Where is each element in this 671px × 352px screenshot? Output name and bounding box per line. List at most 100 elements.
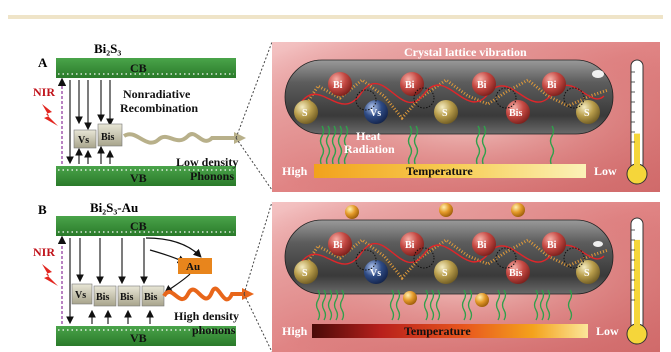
svg-text:Bis: Bis: [509, 108, 522, 119]
panel-a-bond-zigzag: [302, 78, 609, 121]
panel-b-temp-label: Temperature: [404, 324, 471, 338]
svg-text:S: S: [302, 108, 308, 119]
panel-b-phonon-line2: phonons: [192, 323, 236, 337]
panel-a-phonon-wave: [122, 132, 236, 145]
panel-b-phonon-arrowhead: [242, 288, 254, 300]
panel-a-valence-band: VB: [56, 166, 236, 186]
panel-b-vs-label: Vs: [75, 290, 86, 301]
panel-b-vb-label: VB: [130, 331, 147, 345]
atom-s: [576, 100, 600, 124]
panel-a-transition-arrows: [66, 80, 114, 165]
atom-s: [434, 260, 458, 284]
panel-a-material: Bi₂S₃: [94, 41, 121, 56]
panel-b-vibration-rings: [355, 247, 585, 271]
panel-a-temperature-bar: [314, 164, 586, 178]
panel-a-process-line1: Nonradiative: [123, 87, 191, 101]
svg-text:Bi: Bi: [547, 80, 557, 91]
panel-b-defect-bis-2: Bis: [117, 285, 141, 307]
atom-bi: [328, 232, 352, 256]
panel-a-cb-label: CB: [130, 61, 147, 75]
panel-a: A Bi₂S₃ CB VB NIR: [33, 41, 660, 192]
panel-b-cb-label: CB: [130, 219, 147, 233]
panel-a-thermometer-icon: [626, 59, 648, 185]
panel-b-au-particles: [345, 203, 525, 219]
panel-a-temp-high: High: [282, 164, 308, 178]
panel-a-phonon-line2: Phonons: [190, 169, 234, 183]
atom-bi: [472, 72, 496, 96]
panel-a-lightning-icon: [42, 104, 58, 126]
atom-bi: [472, 232, 496, 256]
svg-text:S: S: [302, 268, 308, 279]
panel-a-lattice-title: Crystal lattice vibration: [404, 45, 527, 59]
panel-b-au-box: [178, 258, 212, 274]
atom-s: [434, 100, 458, 124]
atom-s: [294, 260, 318, 284]
panel-b-atoms: Bi Bi Bi Bi S Vs S Bis S: [294, 232, 600, 284]
vacancy-vs: [364, 260, 388, 284]
atom-bi: [542, 72, 566, 96]
svg-text:S: S: [442, 108, 448, 119]
svg-text:Bi: Bi: [333, 80, 343, 91]
svg-text:S: S: [442, 268, 448, 279]
panel-b-thermometer-icon: [626, 217, 648, 345]
panel-a-temp-low: Low: [594, 164, 617, 178]
panel-b-defect-bis-1: Bis: [93, 285, 117, 307]
svg-text:Vs: Vs: [370, 108, 381, 119]
panel-a-heat-waves: [319, 125, 555, 167]
panel-a-defect-bis: Bis: [97, 123, 123, 147]
svg-text:Bi: Bi: [547, 240, 557, 251]
svg-text:Bis: Bis: [144, 292, 157, 303]
panel-a-process-line2: Recombination: [120, 101, 198, 115]
svg-text:Bis: Bis: [120, 292, 133, 303]
panel-a-zoom-line-bottom: [235, 137, 273, 191]
panel-b-au-arrow-down: [164, 273, 191, 294]
panel-a-bis-label: Bis: [101, 132, 114, 143]
panel-a-temp-label: Temperature: [406, 164, 473, 178]
svg-text:Bi: Bi: [333, 240, 343, 251]
panel-a-vs-label: Vs: [78, 135, 89, 146]
svg-text:Bis: Bis: [509, 268, 522, 279]
panel-a-heat-line2: Radiation: [344, 142, 395, 156]
panel-b-letter: B: [38, 202, 47, 217]
atom-s: [576, 260, 600, 284]
svg-text:S: S: [584, 268, 590, 279]
panel-a-phonon-arrowhead: [234, 132, 246, 144]
panel-b-temp-low: Low: [596, 324, 619, 338]
svg-text:Bi: Bi: [405, 80, 415, 91]
panel-a-defect-vs: Vs: [73, 129, 97, 149]
panel-b-temp-high: High: [282, 324, 308, 338]
panel-a-vibration-rings: [355, 87, 585, 111]
panel-b-phonon-wave: [162, 286, 244, 302]
panel-b-phonon-line1: High density: [174, 309, 239, 323]
svg-text:Bi: Bi: [477, 240, 487, 251]
panel-a-phonon-line1: Low density: [176, 155, 238, 169]
vacancy-vs: [364, 100, 388, 124]
panel-b-defect-vs: Vs: [71, 283, 93, 305]
panel-b-au-arrow-top: [145, 237, 202, 258]
svg-text:Bi: Bi: [405, 240, 415, 251]
panel-b-transition-arrows: [66, 238, 154, 325]
panel-b-bond-zigzag: [302, 238, 609, 281]
panel-b-lightning-icon: [42, 264, 58, 286]
panel-b-material: Bi₂S₃-Au: [90, 200, 138, 215]
top-rule: [8, 15, 663, 19]
panel-a-zoom-line-top: [235, 41, 273, 139]
panel-a-atoms: Bi Bi Bi Bi S Vs S Bis S: [294, 72, 600, 124]
svg-text:Bis: Bis: [96, 292, 109, 303]
panel-a-vb-label: VB: [130, 171, 147, 185]
panel-a-conduction-band: CB: [56, 58, 236, 78]
panel-b-au-label: Au: [186, 261, 200, 273]
atom-bi: [542, 232, 566, 256]
panel-b-zoom-line-top: [243, 201, 273, 295]
panel-a-letter: A: [38, 55, 48, 70]
atom-s: [294, 100, 318, 124]
panel-a-heat-line1: Heat: [356, 129, 381, 143]
panel-b-conduction-band: CB: [56, 216, 236, 236]
svg-text:Bi: Bi: [477, 80, 487, 91]
panel-b-temperature-bar: [312, 324, 588, 338]
panel-b-valence-band: VB: [56, 326, 236, 346]
panel-b: B Bi₂S₃-Au CB VB NIR Vs: [33, 200, 660, 352]
panel-b-au-particles-bottom: [403, 291, 489, 307]
svg-text:S: S: [584, 108, 590, 119]
atom-bi: [328, 72, 352, 96]
